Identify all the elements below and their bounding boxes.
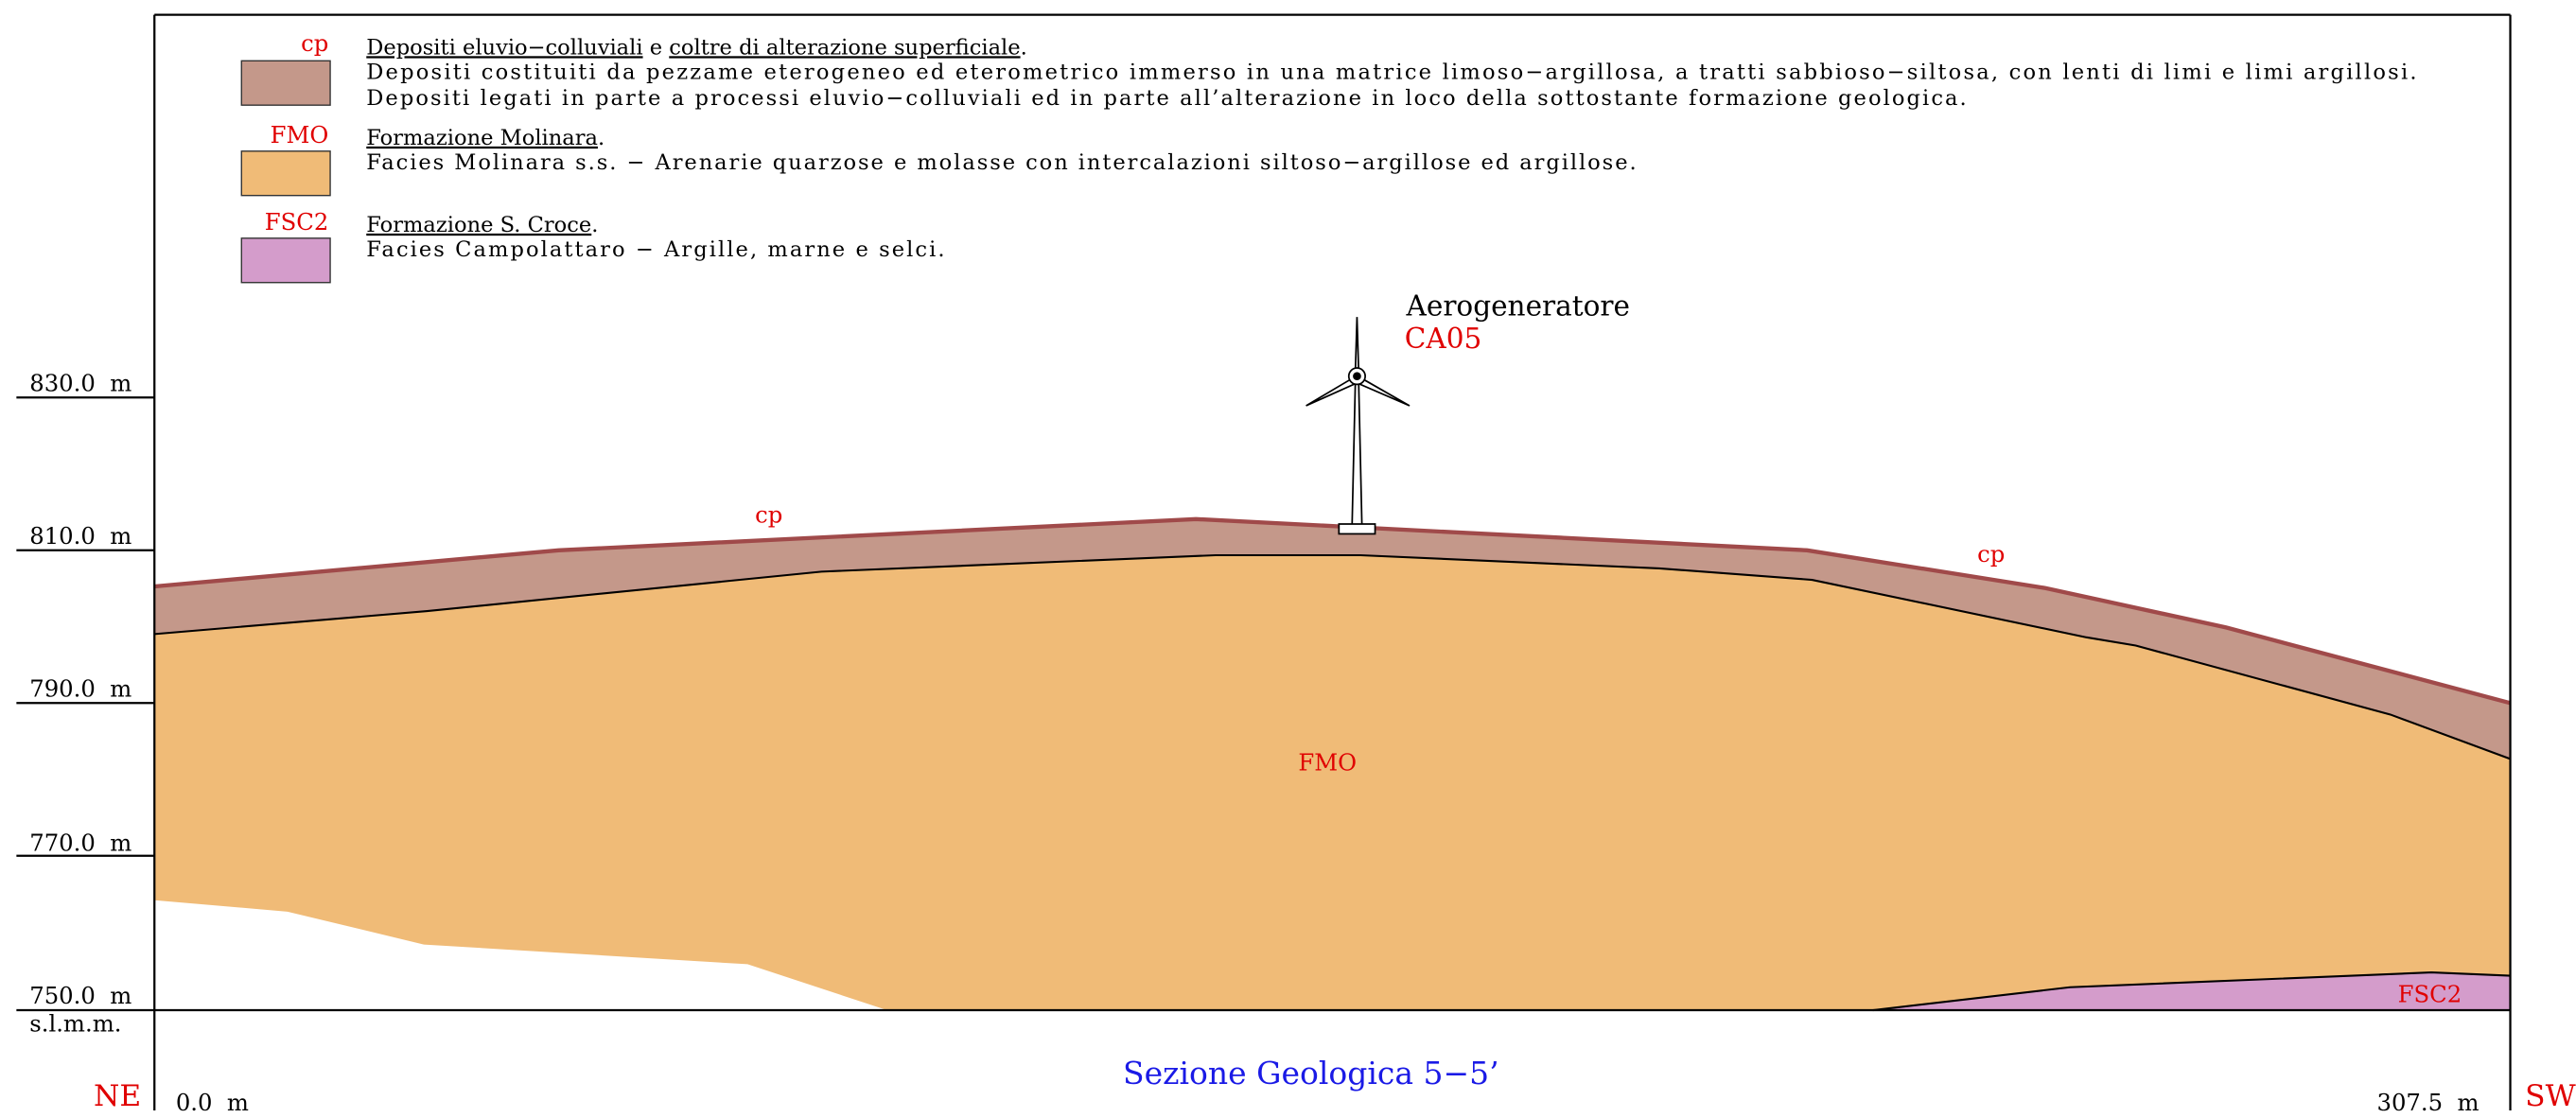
elevation-labels: 830.0 m 810.0 m 790.0 m 770.0 m 750.0 m …: [29, 369, 131, 1037]
distance-label: 307.5 m: [2376, 1089, 2479, 1116]
turbine-id: CA05: [1405, 323, 1481, 355]
elevation: 750.0 m: [29, 982, 131, 1009]
datum: s.l.m.m.: [29, 1010, 121, 1038]
legend-title: Formazione S. Croce.: [366, 213, 598, 237]
legend-code: cp: [301, 29, 328, 57]
legend-title: Depositi eluvio−colluviali e coltre di a…: [366, 35, 1027, 60]
section-title: Sezione Geologica 5−5’: [1123, 1055, 1499, 1092]
fmo-top: [154, 553, 2511, 760]
unit-label: FMO: [1298, 749, 1357, 777]
legend-swatch: [240, 60, 331, 106]
elevation: 830.0 m: [29, 369, 131, 396]
unit-label: cp: [1977, 540, 2005, 568]
unit-label: cp: [755, 500, 782, 528]
title-part: Formazione Molinara: [366, 126, 598, 150]
legend-code: FSC2: [265, 208, 329, 236]
unit-label: FSC2: [2398, 980, 2462, 1007]
fmo-layer: [154, 555, 2511, 1011]
end-label: SW: [2525, 1079, 2576, 1113]
legend-swatch: [240, 237, 331, 284]
frame: [16, 13, 2512, 1110]
turbine-label: Aerogeneratore: [1406, 289, 1630, 322]
end-label: NE: [94, 1079, 141, 1113]
title-part: coltre di alterazione superficiale: [669, 35, 1020, 60]
title-part: .: [591, 213, 598, 237]
title-part: Formazione S. Croce: [366, 213, 591, 237]
legend-line: Facies Campolattaro − Argille, marne e s…: [366, 237, 944, 262]
wind-turbine: [1306, 317, 1411, 535]
legend-code: FMO: [271, 121, 329, 148]
legend-line: Depositi costituiti da pezzame eterogene…: [366, 60, 2416, 84]
ground-surface: [154, 516, 2512, 706]
legend-line: Facies Molinara s.s. − Arenarie quarzose…: [366, 150, 1636, 175]
legend-line: Depositi legati in parte a processi eluv…: [366, 86, 1966, 111]
legend: cp FMO FSC2 Depositi eluvio−colluviali e…: [240, 29, 2417, 284]
elevation: 810.0 m: [29, 522, 131, 550]
elevation: 770.0 m: [29, 830, 131, 857]
legend-title: Formazione Molinara.: [366, 126, 605, 150]
legend-swatch: [240, 150, 331, 197]
title-part: Depositi eluvio−colluviali: [366, 35, 642, 60]
title-part: e: [643, 35, 670, 60]
title-part: .: [1021, 35, 1027, 60]
fsc2-top: [1872, 971, 2511, 1012]
fsc2-layer: [1872, 972, 2511, 1011]
distance-label: 0.0 m: [176, 1089, 249, 1116]
title-part: .: [598, 126, 605, 150]
elevation: 790.0 m: [29, 674, 131, 702]
